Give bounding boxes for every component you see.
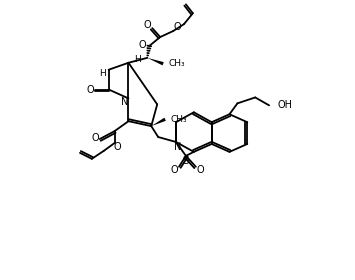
Text: S: S: [182, 156, 189, 166]
Text: N: N: [121, 97, 128, 107]
Polygon shape: [147, 58, 164, 66]
Polygon shape: [151, 118, 166, 126]
Text: O: O: [91, 133, 99, 143]
Text: O: O: [197, 165, 204, 175]
Text: OH: OH: [277, 100, 292, 110]
Text: O: O: [173, 22, 181, 32]
Text: H: H: [99, 69, 106, 78]
Text: N: N: [174, 142, 182, 152]
Text: O: O: [114, 142, 121, 152]
Text: O: O: [138, 40, 146, 50]
Text: O: O: [143, 20, 151, 30]
Text: CH₃: CH₃: [169, 59, 185, 68]
Text: H: H: [134, 55, 141, 64]
Text: O: O: [170, 165, 178, 175]
Text: O: O: [86, 85, 94, 95]
Text: CH₃: CH₃: [171, 115, 187, 124]
